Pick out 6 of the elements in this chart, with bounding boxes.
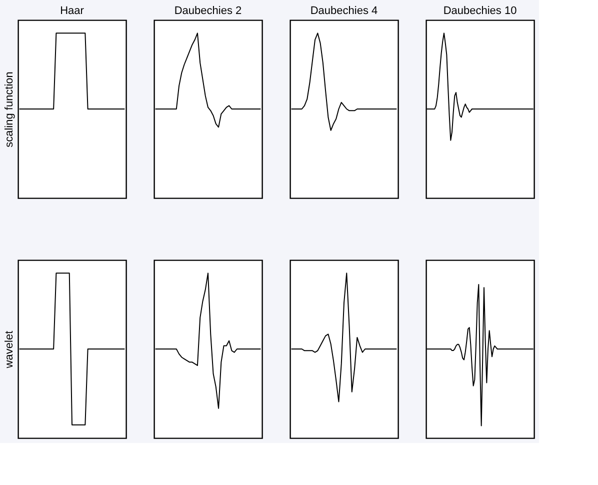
y-axis-title: wavelet xyxy=(4,330,16,370)
chart-title: Daubechies 2 xyxy=(174,5,242,17)
chart-title: Haar xyxy=(60,5,84,17)
chart-title: Daubechies 10 xyxy=(443,5,517,17)
y-axis-title: scaling function xyxy=(4,72,16,148)
chart-title: Daubechies 4 xyxy=(310,5,378,17)
